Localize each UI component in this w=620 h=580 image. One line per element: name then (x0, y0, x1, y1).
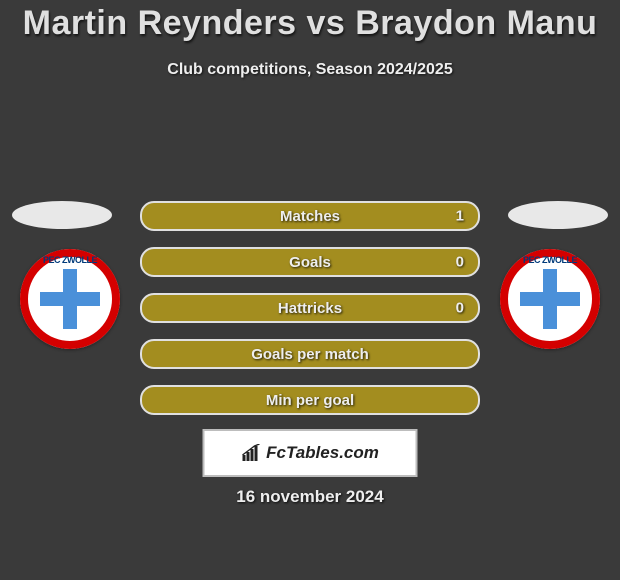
stat-row-matches: Matches 1 (140, 201, 480, 231)
stat-value-right: 1 (456, 208, 464, 225)
brand-badge: FcTables.com (203, 429, 418, 477)
stat-label: Goals (289, 254, 331, 271)
logo-cross-icon (40, 269, 100, 329)
subtitle: Club competitions, Season 2024/2025 (0, 61, 620, 79)
stat-row-goals: Goals 0 (140, 247, 480, 277)
brand-text: FcTables.com (266, 443, 379, 463)
club-logo-right: PEC ZWOLLE (500, 249, 600, 349)
club-logo-left: PEC ZWOLLE (20, 249, 120, 349)
snapshot-date: 16 november 2024 (0, 487, 620, 507)
club-label-left: PEC ZWOLLE (43, 255, 97, 265)
player-right-placeholder (508, 201, 608, 229)
page-title: Martin Reynders vs Braydon Manu (0, 0, 620, 43)
stat-label: Matches (280, 208, 340, 225)
logo-cross-icon (520, 269, 580, 329)
stat-label: Min per goal (266, 392, 354, 409)
player-left-placeholder (12, 201, 112, 229)
stats-list: Matches 1 Goals 0 Hattricks 0 Goals per … (140, 201, 480, 431)
stat-value-right: 0 (456, 300, 464, 317)
stat-value-right: 0 (456, 254, 464, 271)
club-label-right: PEC ZWOLLE (523, 255, 577, 265)
stat-row-hattricks: Hattricks 0 (140, 293, 480, 323)
chart-icon (241, 444, 261, 462)
stat-row-min-per-goal: Min per goal (140, 385, 480, 415)
stat-row-goals-per-match: Goals per match (140, 339, 480, 369)
stat-label: Hattricks (278, 300, 342, 317)
stat-label: Goals per match (251, 346, 369, 363)
